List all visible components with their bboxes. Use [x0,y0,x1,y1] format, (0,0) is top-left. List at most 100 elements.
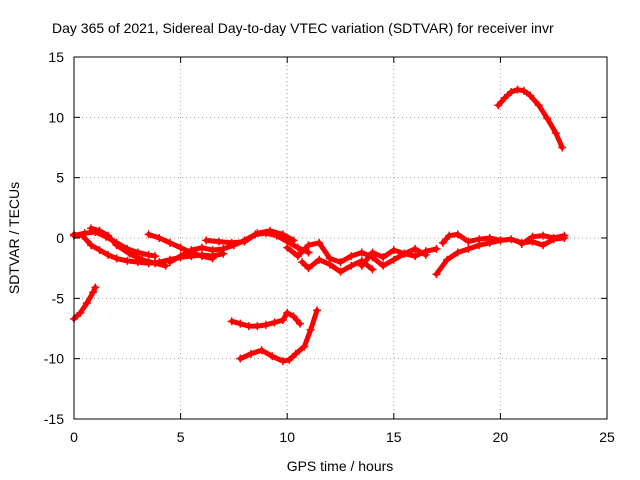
data-point [528,232,537,241]
data-point [464,244,473,253]
series-arc-14 [227,308,304,331]
data-point [87,224,96,233]
data-point [253,229,262,238]
data-point [176,252,185,261]
data-point [246,349,255,358]
x-tick-label: 10 [279,429,295,445]
data-point [295,319,304,328]
data-point [485,234,494,242]
data-point [368,248,377,257]
data-point [112,254,121,263]
data-point [464,237,473,246]
series-arc-1 [70,283,100,323]
data-point [197,252,206,261]
data-point [315,255,324,264]
series-arc-10 [357,244,430,270]
x-tick-label: 0 [70,429,78,445]
data-point [293,243,302,252]
data-point [306,325,315,334]
data-point [438,238,447,247]
x-tick-label: 20 [493,429,509,445]
data-point [125,249,134,258]
y-tick-label: 0 [56,230,64,246]
data-point [496,236,505,245]
plot-series [70,85,569,366]
series-line [299,257,375,275]
y-tick-label: 10 [48,109,64,125]
data-point [411,244,420,253]
data-point [144,250,153,259]
data-point [227,317,236,326]
data-point [500,94,509,103]
series-arc-8 [283,238,441,270]
axis-ticks: 0 5 10 15 20 25 -15 -10 -5 0 5 10 15 [44,49,615,445]
y-tick-label: -15 [44,411,64,427]
data-point [526,91,535,100]
data-point [379,253,388,262]
data-point [517,240,526,249]
data-point [257,346,266,355]
data-point [289,312,298,321]
data-point [87,241,96,250]
data-point [347,252,356,261]
data-point [379,261,388,270]
y-tick-label: 5 [56,170,64,186]
series-arc-7 [202,226,298,247]
data-point [268,352,277,361]
data-point [519,86,528,95]
data-point [187,246,196,255]
data-point [432,270,441,279]
data-point [151,252,160,261]
data-point [494,101,503,110]
x-tick-label: 5 [177,429,185,445]
data-point [155,234,164,242]
data-point [227,238,236,247]
data-point [313,306,322,315]
data-point [304,248,313,257]
data-point [244,322,253,331]
series-arc-15 [236,306,322,366]
data-point [432,244,441,253]
data-point [161,261,170,270]
data-point [261,320,270,329]
data-point [291,349,300,358]
data-point [89,288,98,297]
data-point [144,230,153,239]
data-point [336,267,345,276]
data-point [123,256,132,265]
data-point [453,230,462,239]
data-point [347,261,356,270]
data-point [549,234,558,242]
x-axis-label: GPS time / hours [287,458,394,474]
data-point [202,236,211,245]
data-point [236,319,245,328]
data-point [285,355,294,364]
data-point [357,248,366,257]
series-arc-16 [494,85,567,152]
data-point [138,255,147,264]
data-point [400,249,409,258]
data-point [298,258,307,267]
data-point [266,226,275,235]
data-point [539,241,548,250]
data-point [283,243,292,252]
data-point [445,231,454,240]
data-point [283,308,292,317]
data-point [104,250,113,259]
data-point [513,85,522,94]
data-point [534,101,543,110]
data-point [304,264,313,273]
data-point [304,241,313,250]
data-point [165,238,174,247]
data-point [95,246,104,255]
data-point [278,357,287,366]
x-tick-label: 15 [386,429,402,445]
data-point [104,231,113,240]
data-point [80,229,89,238]
series-arc-4 [87,224,170,270]
data-point [543,114,552,123]
data-point [236,354,245,363]
data-point [411,252,420,261]
y-tick-label: -10 [44,351,64,367]
